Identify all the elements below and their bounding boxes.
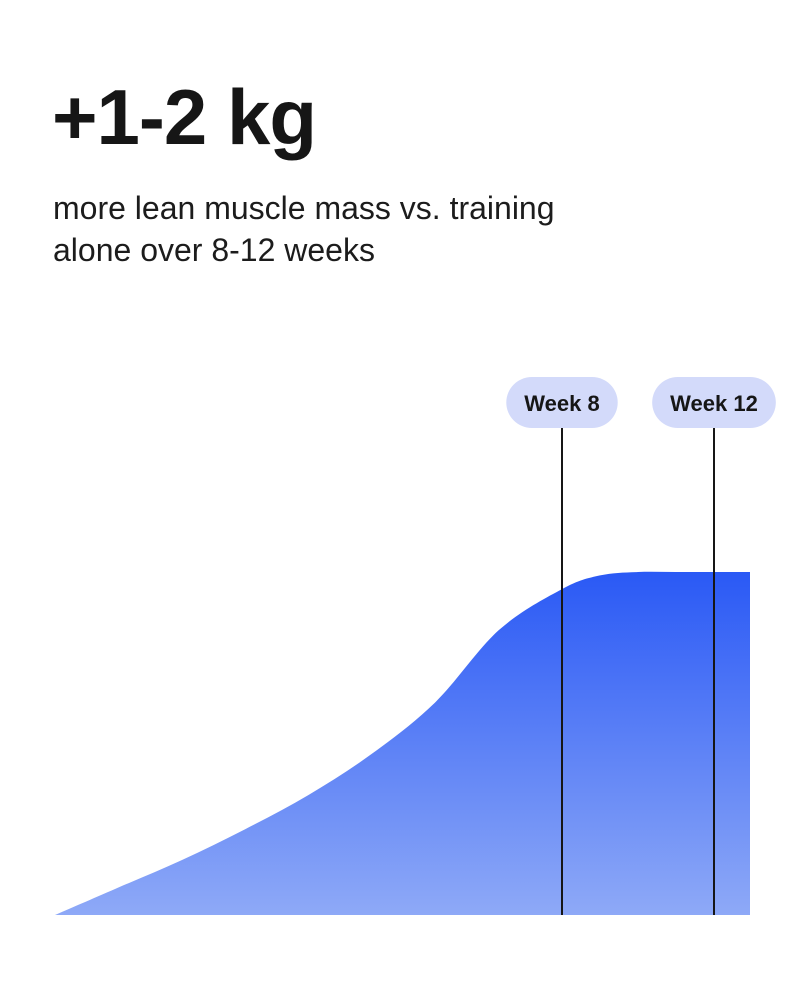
marker-pill-week-8 [506,377,618,428]
headline: +1-2 kg [52,73,317,161]
subhead-line-1: more lean muscle mass vs. training [53,190,555,226]
subhead: more lean muscle mass vs. training alone… [53,187,653,271]
subhead-line-2: alone over 8-12 weeks [53,232,375,268]
marker-label-week-8: Week 8 [524,391,599,416]
marker-label-week-12: Week 12 [670,391,758,416]
week-markers: Week 8 Week 12 [506,377,776,915]
marker-pill-week-12 [652,377,776,428]
lean-mass-area [55,571,750,915]
